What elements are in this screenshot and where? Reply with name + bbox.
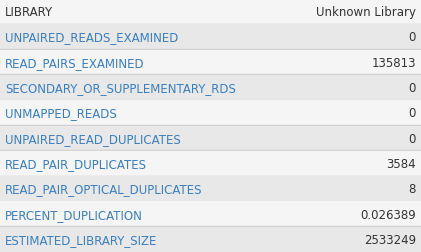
Text: READ_PAIR_OPTICAL_DUPLICATES: READ_PAIR_OPTICAL_DUPLICATES xyxy=(5,182,203,196)
Text: 3584: 3584 xyxy=(386,157,416,170)
Text: 2533249: 2533249 xyxy=(364,233,416,246)
Text: Unknown Library: Unknown Library xyxy=(316,6,416,19)
Bar xyxy=(0,25,421,50)
Bar xyxy=(0,227,421,252)
Bar xyxy=(0,50,421,76)
Bar xyxy=(0,126,421,151)
Text: UNPAIRED_READS_EXAMINED: UNPAIRED_READS_EXAMINED xyxy=(5,31,179,44)
Text: 0: 0 xyxy=(408,31,416,44)
Bar xyxy=(0,75,421,76)
Text: PERCENT_DUPLICATION: PERCENT_DUPLICATION xyxy=(5,208,143,221)
Text: 135813: 135813 xyxy=(371,56,416,70)
Text: READ_PAIRS_EXAMINED: READ_PAIRS_EXAMINED xyxy=(5,56,145,70)
Bar xyxy=(0,176,421,202)
Text: SECONDARY_OR_SUPPLEMENTARY_RDS: SECONDARY_OR_SUPPLEMENTARY_RDS xyxy=(5,82,236,95)
Bar xyxy=(0,76,421,101)
Bar xyxy=(0,0,261,3)
Bar xyxy=(0,226,421,227)
Text: ESTIMATED_LIBRARY_SIZE: ESTIMATED_LIBRARY_SIZE xyxy=(5,233,157,246)
Text: UNPAIRED_READ_DUPLICATES: UNPAIRED_READ_DUPLICATES xyxy=(5,132,181,145)
Text: 0.026389: 0.026389 xyxy=(360,208,416,221)
Bar xyxy=(0,100,421,101)
Text: UNMAPPED_READS: UNMAPPED_READS xyxy=(5,107,117,120)
Bar xyxy=(0,101,421,126)
Bar xyxy=(0,125,421,126)
Bar xyxy=(0,201,421,202)
Text: READ_PAIR_DUPLICATES: READ_PAIR_DUPLICATES xyxy=(5,157,147,170)
Text: LIBRARY: LIBRARY xyxy=(5,6,53,19)
Text: 0: 0 xyxy=(408,107,416,120)
Bar xyxy=(0,0,421,25)
Text: 8: 8 xyxy=(408,182,416,196)
Bar xyxy=(0,202,421,227)
Text: 0: 0 xyxy=(408,82,416,95)
Bar xyxy=(0,151,421,176)
Text: 0: 0 xyxy=(408,132,416,145)
